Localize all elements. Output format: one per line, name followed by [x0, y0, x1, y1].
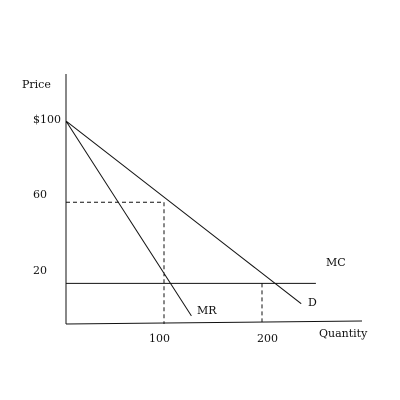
x-axis-label: Quantity [319, 327, 368, 340]
x-axis [65, 320, 363, 325]
x-tick-100: 100 [149, 332, 170, 345]
y-tick-100: $100 [33, 113, 61, 126]
y-tick-20: 20 [33, 264, 47, 277]
d-label: D [308, 296, 317, 309]
curves [65, 120, 316, 317]
mr-label: MR [197, 304, 217, 317]
y-axis-label: Price [22, 78, 51, 91]
y-tick-60: 60 [33, 188, 47, 201]
mc-label: MC [326, 256, 346, 269]
x-tick-200: 200 [257, 332, 278, 345]
guide-lines [66, 201, 263, 324]
demand-line [65, 120, 302, 305]
marginal-revenue-line [65, 120, 192, 317]
